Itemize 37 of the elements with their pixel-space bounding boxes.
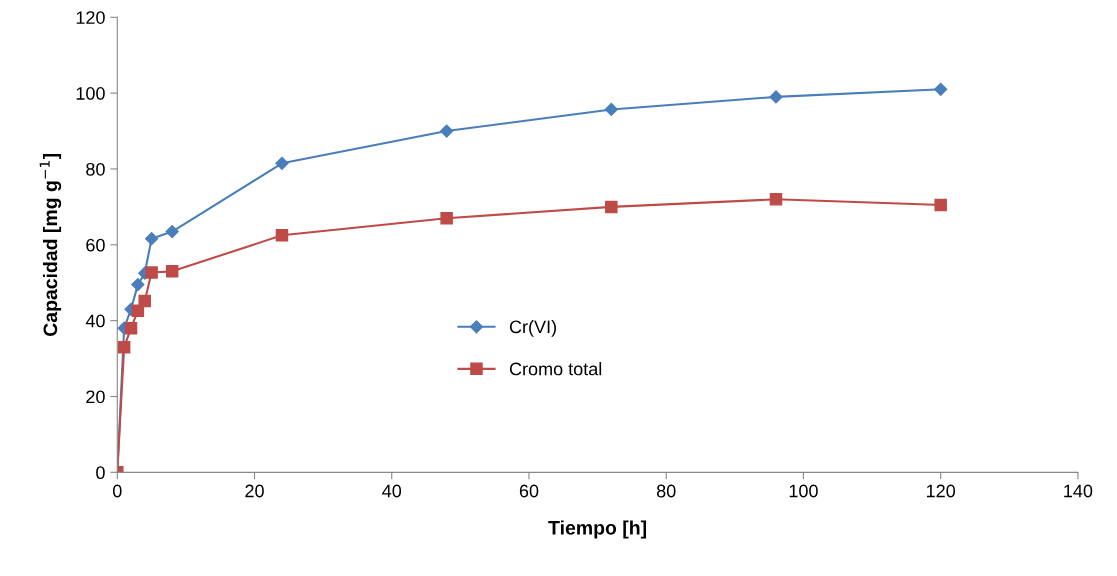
point [275, 229, 289, 242]
x-tick-label: 100 [789, 484, 818, 498]
point [165, 224, 179, 239]
point [138, 294, 151, 308]
x-tick-label: 120 [926, 484, 956, 498]
point [165, 265, 179, 278]
legend-label: Cr(VI) [509, 319, 556, 337]
y-tick-label: 0 [96, 466, 105, 480]
x-tick-label: 140 [1064, 484, 1093, 498]
point [275, 156, 289, 170]
point [145, 266, 158, 279]
y-tick-label: 120 [76, 11, 105, 24]
point [124, 321, 138, 335]
y-tick-label: 80 [86, 162, 105, 176]
y-tick-label: 40 [85, 314, 105, 328]
y-axis-title: Capacidad [mg g$^{−1}$] [39, 153, 62, 336]
point [117, 340, 131, 354]
point [604, 102, 618, 117]
x-tick-label: 20 [245, 484, 264, 498]
point [605, 200, 618, 214]
point [934, 198, 947, 212]
point [440, 212, 453, 225]
point [145, 232, 159, 246]
point [934, 82, 948, 96]
y-tick-label: 60 [86, 238, 105, 252]
x-tick-label: 80 [656, 484, 676, 498]
point [440, 124, 454, 138]
point [769, 90, 783, 104]
point [769, 193, 783, 206]
y-tick-label: 100 [76, 87, 105, 100]
x-axis-title: Tiempo [h] [548, 520, 647, 539]
point [131, 278, 145, 292]
x-tick-label: 40 [382, 484, 402, 498]
legend-label: Cromo total [509, 362, 602, 376]
x-tick-label: 0 [112, 484, 122, 498]
y-tick-label: 20 [86, 390, 105, 404]
x-tick-label: 60 [519, 484, 539, 498]
